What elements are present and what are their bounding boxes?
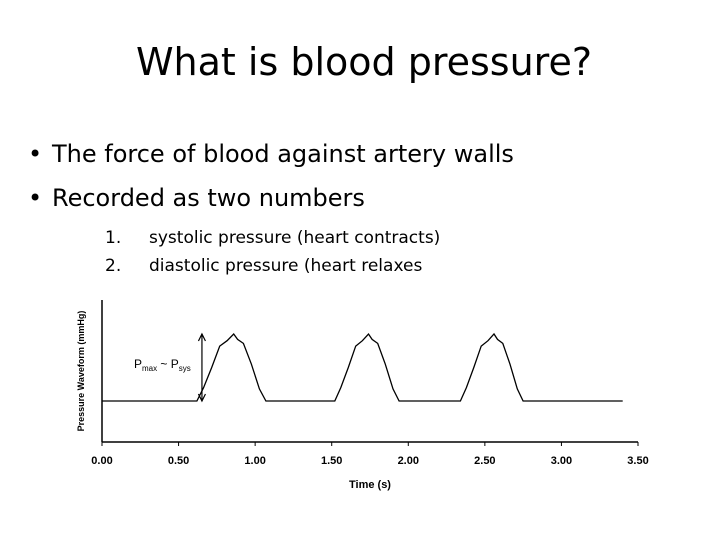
x-tick-label: 0.50 [168,455,189,467]
slide-title: What is blood pressure? [135,40,593,84]
pressure-waveform-chart: 0.00 0.50 1.00 1.50 2.00 2.50 3.00 3.50 Time (s)… [76,300,649,491]
pmax-psys-annotation: Pmax ~ Psys [134,357,191,373]
sublist-number: 1. [105,228,122,248]
sublist-text: diastolic pressure (heart relaxes [149,256,423,276]
bullet-list: • The force of blood against artery wall… [28,140,708,228]
x-tick-label: 0.00 [91,455,112,467]
bullet-item: • The force of blood against artery wall… [28,140,708,168]
bullet-text: Recorded as two numbers [52,184,365,212]
annotation-text: ~ [157,357,171,371]
x-tick-label: 3.50 [627,455,648,467]
bullet-dot-icon: • [28,184,43,212]
y-axis-label: Pressure Waveform (mmHg) [76,311,86,432]
annotation-text: P [171,357,179,371]
arrow-down-head-icon [197,393,206,403]
sublist-number: 2. [105,256,122,276]
x-tick-label: 3.00 [551,455,572,467]
x-tick-label: 1.50 [321,455,342,467]
pressure-waveform-line [102,332,623,402]
x-axis-label: Time (s) [349,479,391,491]
annotation-text: P [134,357,142,371]
x-tick-label: 1.00 [244,455,265,467]
sublist-item: 2. diastolic pressure (heart relaxes [105,256,440,276]
sublist-item: 1. systolic pressure (heart contracts) [105,228,440,248]
arrow-up-head-icon [197,332,206,342]
bullet-dot-icon: • [28,140,43,168]
sublist-text: systolic pressure (heart contracts) [149,228,441,248]
annotation-subscript: sys [179,364,191,373]
bullet-text: The force of blood against artery walls [52,140,514,168]
x-tick-label: 2.50 [474,455,495,467]
annotation-subscript: max [142,364,157,373]
x-tick-label: 2.00 [398,455,419,467]
numbered-sublist: 1. systolic pressure (heart contracts) 2… [105,228,440,284]
bullet-item: • Recorded as two numbers [28,184,708,212]
